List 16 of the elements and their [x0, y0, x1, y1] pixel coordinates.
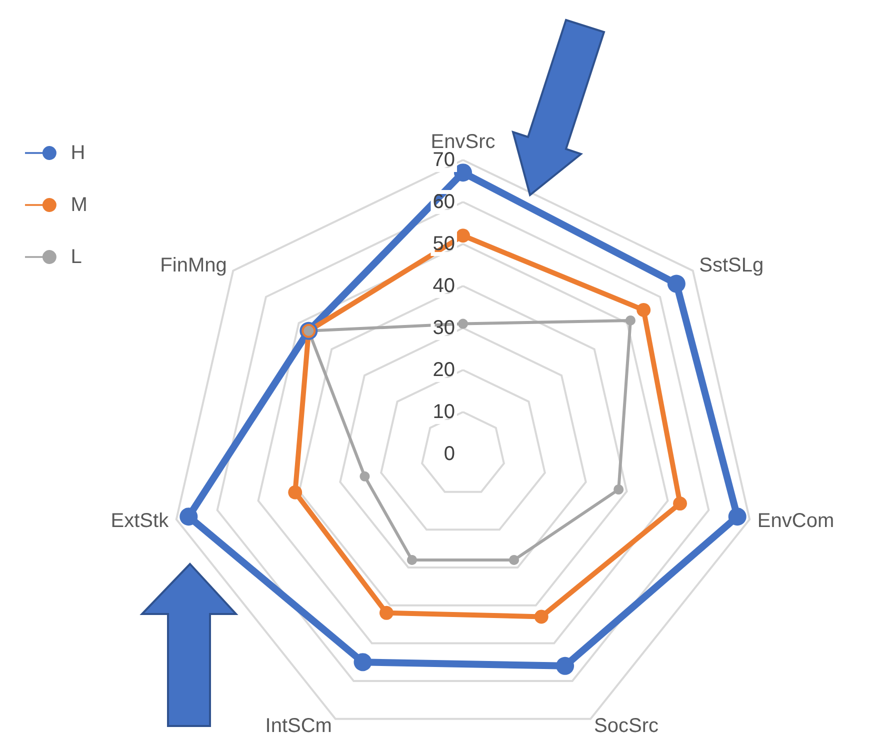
y-tick-label: 30 [432, 317, 455, 339]
legend-label: L [70, 246, 82, 268]
y-tick-label: 70 [432, 149, 455, 171]
y-tick-label: 0 [444, 443, 455, 465]
y-tick-label: 40 [432, 275, 455, 297]
spoke-label: SocSrc [594, 715, 658, 738]
spoke-label: FinMng [160, 254, 227, 277]
legend-label: M [70, 194, 88, 216]
y-tick-label: 20 [432, 359, 455, 381]
spoke-label: SstSLg [699, 254, 764, 277]
y-tick-label: 60 [432, 191, 455, 213]
y-tick-label: 10 [432, 401, 455, 423]
spoke-label: ExtStk [110, 510, 170, 532]
legend-label: H [70, 142, 86, 164]
spoke-label: IntSCm [265, 715, 332, 738]
spoke-label: EnvCom [757, 510, 834, 532]
